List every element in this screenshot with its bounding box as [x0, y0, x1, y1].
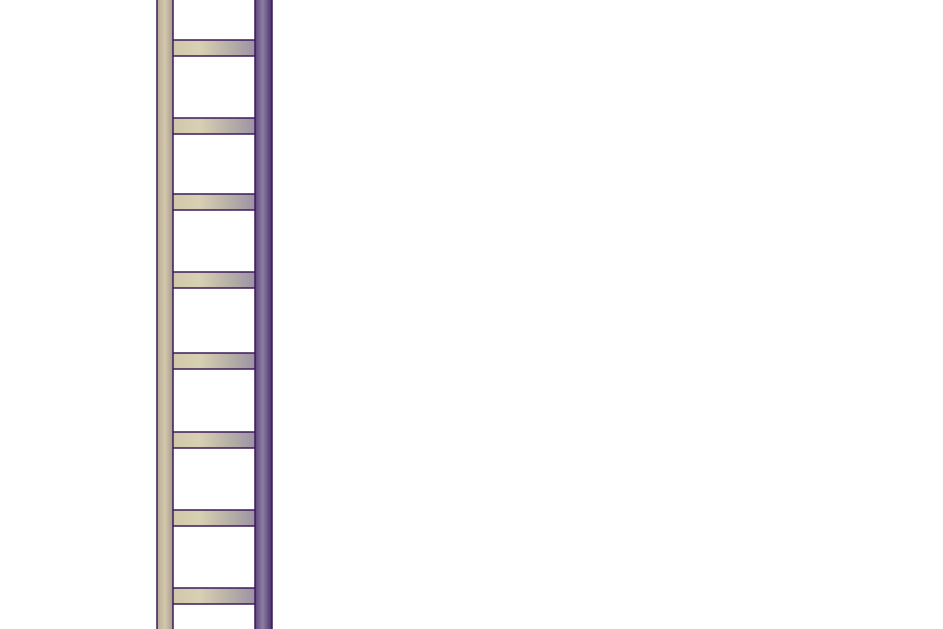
ladder-rung	[165, 193, 263, 211]
ladder-rung	[165, 509, 263, 527]
ladder-rung	[165, 587, 263, 605]
ladder-rung	[165, 352, 263, 370]
ladder-rung	[165, 117, 263, 135]
ladder-left-rail	[156, 0, 174, 629]
ladder-rung	[165, 271, 263, 289]
ladder-rung	[165, 431, 263, 449]
ladder-rung	[165, 39, 263, 57]
ladder-right-rail	[254, 0, 273, 629]
ladder-rungs	[165, 39, 263, 605]
